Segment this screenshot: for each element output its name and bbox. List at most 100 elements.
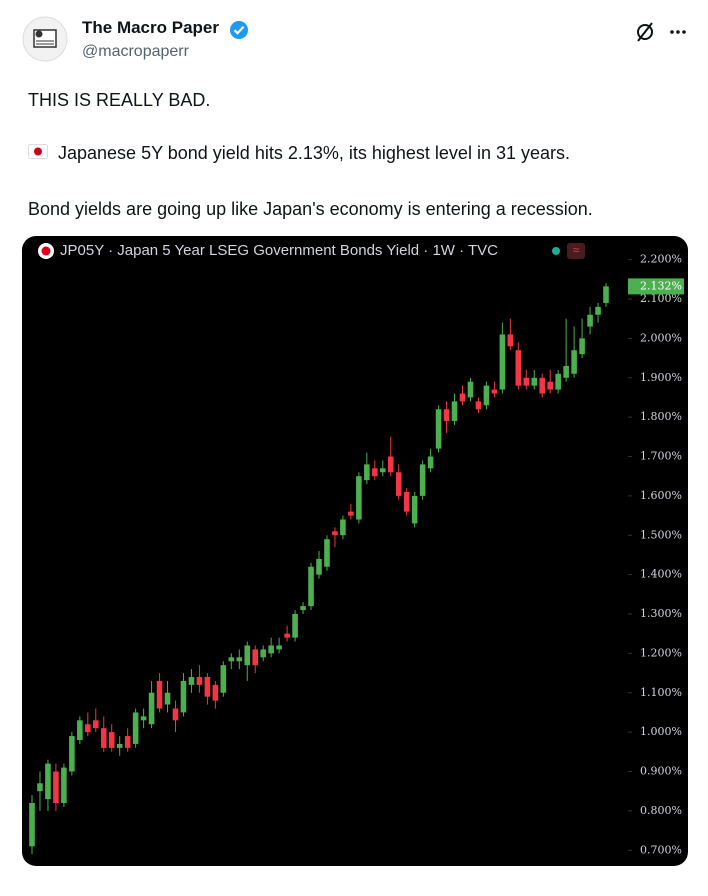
candle-body xyxy=(603,286,609,303)
verified-badge xyxy=(230,21,248,39)
candle-body xyxy=(579,338,585,355)
y-tick-label: 1.500% xyxy=(640,528,682,541)
candle-body xyxy=(196,677,203,685)
flag-icon xyxy=(28,144,48,159)
candle-body xyxy=(595,306,601,315)
candle-body xyxy=(587,314,593,327)
candle-body xyxy=(403,491,410,512)
last-price-tag xyxy=(628,278,684,295)
candle-body xyxy=(395,472,402,496)
candle-body xyxy=(459,393,466,402)
candle-body xyxy=(292,614,298,638)
candle-body xyxy=(212,684,219,701)
candle-body xyxy=(252,649,259,666)
candle-body xyxy=(411,495,418,524)
candle-body xyxy=(164,692,171,705)
candle-body xyxy=(284,633,290,638)
y-tick-label: 2.200% xyxy=(640,253,682,266)
author-handle[interactable]: @macropaperr xyxy=(82,43,189,60)
candle-body xyxy=(268,645,274,654)
candle-body xyxy=(523,377,530,386)
candle-body xyxy=(475,401,482,410)
candle-body xyxy=(172,708,179,721)
last-price-label: 2.132% xyxy=(640,279,682,292)
candle-body xyxy=(228,657,235,662)
candle-body xyxy=(85,724,91,733)
candle-body xyxy=(108,732,115,748)
candle-body xyxy=(77,720,83,740)
candlestick-chart: JP05Y · Japan 5 Year LSEG Government Bon… xyxy=(22,236,688,866)
candle-body xyxy=(45,763,51,800)
candle-body xyxy=(116,743,123,748)
tweet-text: Japanese 5Y bond yield hits 2.13%, its h… xyxy=(58,143,570,163)
candle-body xyxy=(53,771,59,803)
candle-body xyxy=(379,468,386,473)
candle-body xyxy=(451,401,458,422)
y-tick-label: 1.300% xyxy=(640,607,682,620)
chart-title: JP05Y · Japan 5 Year LSEG Government Bon… xyxy=(60,242,498,259)
candle-body xyxy=(204,677,211,697)
y-tick-label: 0.700% xyxy=(640,843,682,856)
svg-text:≈: ≈ xyxy=(573,243,580,257)
candle-body xyxy=(340,519,346,536)
y-tick-label: 1.000% xyxy=(640,725,682,738)
candle-body xyxy=(531,377,538,386)
y-tick-label: 1.800% xyxy=(640,410,682,423)
candle-body xyxy=(244,645,251,666)
candle-body xyxy=(300,606,306,611)
candle-body xyxy=(443,409,450,422)
candle-body xyxy=(220,665,227,693)
candle-body xyxy=(364,464,370,481)
candle-body xyxy=(387,456,394,473)
tweet-text: Bond yields are going up like Japan's ec… xyxy=(28,199,593,219)
candle-body xyxy=(356,476,362,520)
candle-body xyxy=(100,728,107,748)
candle-body xyxy=(491,389,498,394)
candle-body xyxy=(61,767,67,803)
candle-body xyxy=(435,409,442,449)
candle-body xyxy=(180,680,187,713)
candle-body xyxy=(419,464,426,496)
y-tick-label: 1.600% xyxy=(640,489,682,502)
candle-body xyxy=(308,566,314,607)
candle-body xyxy=(132,712,139,744)
candle-body xyxy=(29,803,35,847)
candle-body xyxy=(507,334,514,347)
candle-body xyxy=(555,373,561,390)
candle-body xyxy=(571,350,577,374)
candle-body xyxy=(37,783,43,792)
candle-body xyxy=(260,649,266,658)
candle-body xyxy=(140,716,147,721)
author-name[interactable]: The Macro Paper xyxy=(82,18,219,37)
y-tick-label: 1.700% xyxy=(640,450,682,463)
candle-body xyxy=(467,381,474,398)
y-tick-label: 1.900% xyxy=(640,371,682,384)
candle-body xyxy=(539,377,546,394)
y-tick-label: 0.800% xyxy=(640,804,682,817)
header-icons[interactable] xyxy=(634,20,694,44)
y-tick-label: 1.100% xyxy=(640,686,682,699)
candle-body xyxy=(124,736,131,748)
y-tick-label: 2.000% xyxy=(640,331,682,344)
candle-body xyxy=(348,511,354,516)
candle-body xyxy=(563,365,569,378)
candle-body xyxy=(483,385,490,406)
candle-body xyxy=(156,680,163,709)
candle-body xyxy=(324,539,330,567)
tweet-text: THIS IS REALLY BAD. xyxy=(28,90,211,110)
candle-body xyxy=(276,645,282,650)
candle-body xyxy=(547,381,553,390)
y-tick-label: 1.200% xyxy=(640,646,682,659)
candle-body xyxy=(92,720,99,729)
y-tick-label: 2.100% xyxy=(640,292,682,305)
candle-body xyxy=(69,736,75,772)
candle-body xyxy=(148,692,155,725)
candle-body xyxy=(499,334,506,390)
candle-body xyxy=(515,350,522,386)
avatar[interactable] xyxy=(22,16,68,62)
candle-body xyxy=(332,531,338,536)
candle-body xyxy=(236,657,243,662)
candle-body xyxy=(427,456,434,469)
y-tick-label: 1.400% xyxy=(640,568,682,581)
